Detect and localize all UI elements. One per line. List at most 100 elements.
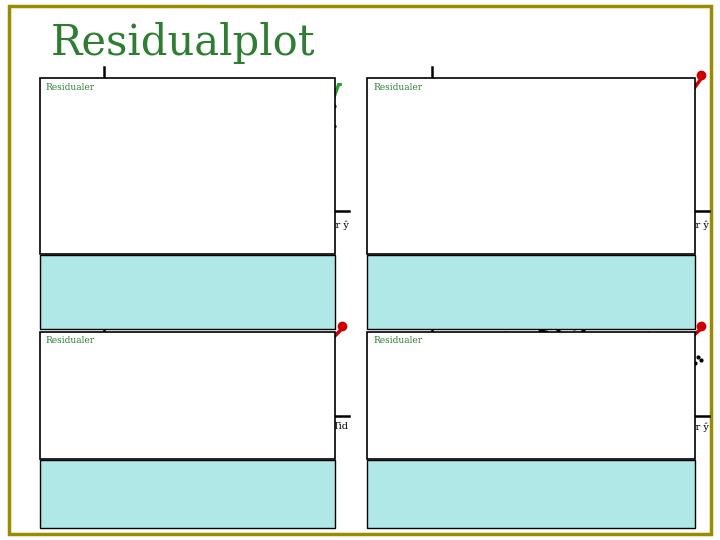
Point (677, 343, 688, 352)
Point (119, 168, 130, 177)
Point (112, 127, 124, 136)
Point (272, 122, 284, 130)
Point (652, 344, 663, 353)
Point (692, 353, 703, 362)
Point (158, 161, 169, 170)
Point (178, 116, 189, 125)
Point (152, 168, 163, 177)
Point (142, 172, 153, 181)
Point (171, 382, 182, 391)
Point (540, 328, 552, 336)
Point (261, 349, 273, 358)
Point (670, 347, 682, 355)
Point (478, 351, 490, 360)
Point (120, 392, 132, 401)
Point (521, 336, 533, 345)
Point (686, 337, 698, 346)
Point (178, 113, 189, 122)
Point (177, 387, 189, 396)
Point (118, 124, 130, 132)
Point (123, 396, 135, 405)
Point (215, 100, 226, 109)
Point (245, 174, 256, 183)
Point (444, 136, 455, 145)
Point (177, 122, 189, 130)
Point (571, 336, 582, 345)
Point (271, 141, 283, 150)
Point (160, 180, 171, 188)
Point (621, 335, 632, 343)
Point (321, 341, 333, 350)
Point (222, 357, 234, 366)
Point (593, 153, 604, 161)
Point (191, 364, 202, 373)
Point (447, 343, 459, 352)
Text: at tid skulle inkluderes i modellen.: at tid skulle inkluderes i modellen. (45, 507, 217, 515)
Point (122, 106, 134, 114)
Text: x or ŷ: x or ŷ (681, 422, 709, 432)
Point (235, 362, 247, 371)
Point (596, 334, 608, 343)
Point (121, 160, 132, 168)
Text: sig når x ændrer sig.: sig når x ændrer sig. (374, 282, 477, 293)
Point (281, 106, 292, 114)
Point (201, 369, 212, 377)
Point (291, 138, 302, 147)
Point (450, 142, 462, 151)
Point (190, 368, 202, 376)
Point (302, 165, 313, 174)
Point (611, 116, 622, 124)
Point (174, 113, 185, 122)
Point (534, 327, 545, 336)
Point (243, 179, 255, 188)
Point (120, 397, 132, 406)
Point (251, 133, 262, 142)
Point (543, 335, 554, 343)
Point (179, 182, 191, 191)
Point (175, 170, 186, 179)
Point (593, 151, 604, 159)
Point (291, 136, 302, 144)
Point (435, 364, 446, 373)
Point (210, 358, 221, 367)
Point (163, 168, 175, 177)
Point (248, 90, 260, 99)
Point (136, 392, 148, 401)
Point (245, 357, 256, 366)
Text: Homoskedastisk:: Homoskedastisk: (45, 259, 139, 268)
Point (225, 119, 237, 127)
Point (289, 94, 300, 103)
Point (184, 94, 195, 103)
Point (680, 354, 691, 362)
Point (475, 344, 487, 353)
Point (243, 368, 254, 377)
Point (279, 100, 290, 109)
Text: 0: 0 (409, 134, 415, 144)
Point (318, 336, 329, 345)
Point (117, 128, 128, 137)
Point (540, 126, 552, 135)
Point (323, 179, 335, 187)
Point (205, 180, 217, 188)
Point (616, 171, 627, 180)
Point (227, 146, 238, 154)
Point (229, 363, 240, 372)
Point (587, 133, 598, 142)
Point (171, 128, 182, 137)
Point (673, 353, 685, 362)
Text: Residualer: Residualer (45, 336, 94, 346)
Point (260, 343, 271, 352)
Point (308, 161, 320, 170)
Point (606, 336, 617, 345)
Point (259, 144, 271, 152)
Point (271, 159, 283, 168)
Point (125, 147, 136, 156)
Point (251, 87, 263, 96)
Point (503, 347, 514, 356)
Point (321, 336, 333, 345)
Point (481, 336, 492, 345)
Point (260, 346, 271, 354)
Point (235, 153, 246, 161)
Point (446, 142, 457, 151)
Point (319, 171, 330, 180)
